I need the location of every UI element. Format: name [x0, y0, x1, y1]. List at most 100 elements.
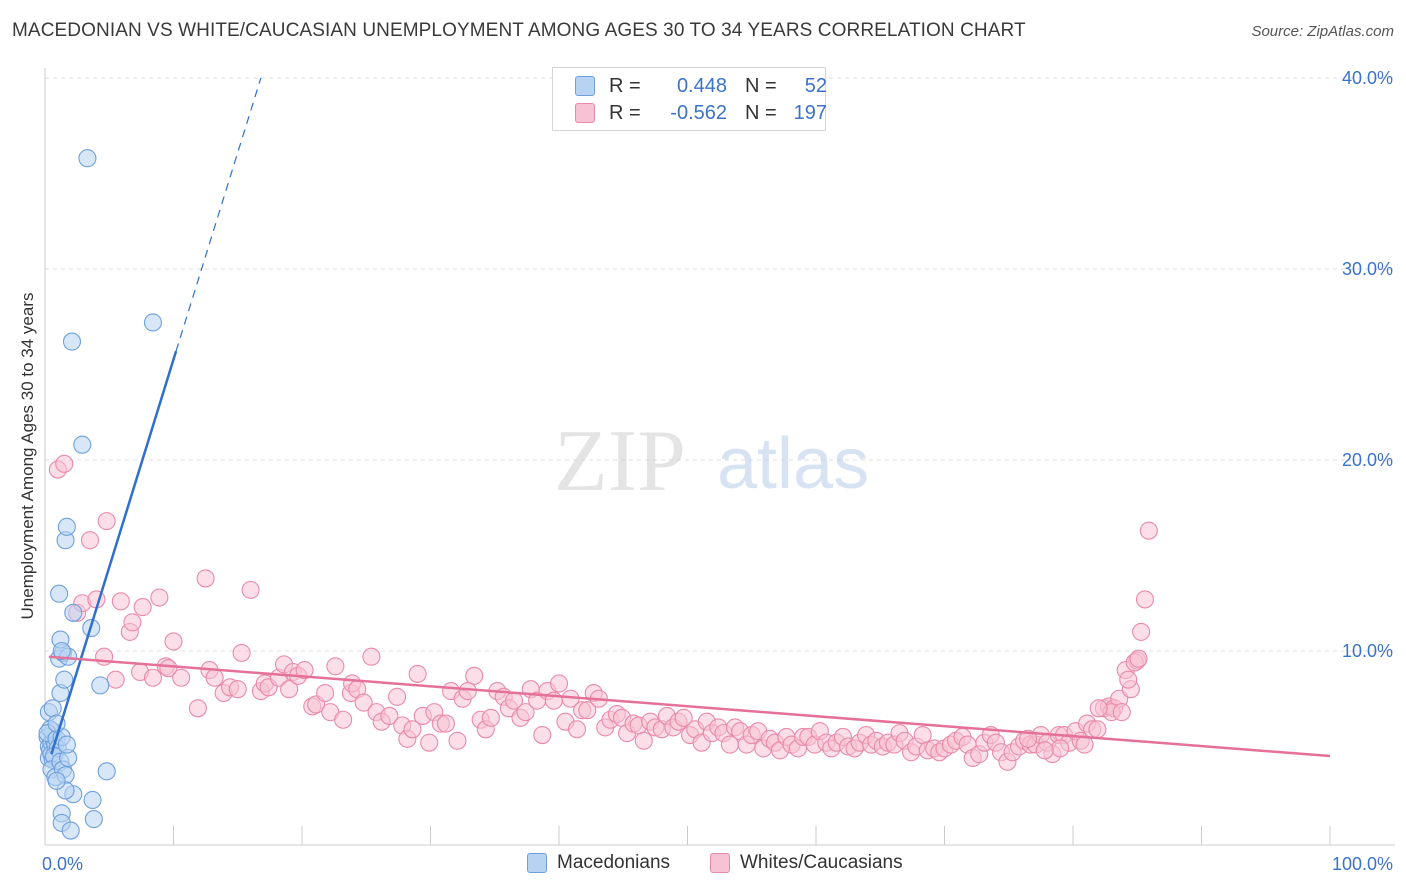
white-caucasian-point	[408, 664, 427, 683]
legend-n-label: N =	[745, 101, 777, 124]
series-legend-whites[interactable]: Whites/Caucasians	[710, 852, 903, 874]
series-legend-label-whites: Whites/Caucasians	[740, 852, 903, 873]
white-caucasian-point	[674, 708, 693, 727]
legend-r-value-whites: -0.562	[670, 101, 727, 124]
legend-r-label: R =	[609, 101, 641, 124]
series-legend-swatch-macedonians	[527, 853, 547, 873]
white-caucasian-point	[123, 613, 142, 632]
macedonian-point	[52, 641, 71, 661]
macedonian-point	[84, 810, 103, 829]
macedonian-point	[50, 584, 69, 603]
watermark: ZIP atlas	[554, 413, 869, 510]
white-caucasian-point	[549, 674, 569, 693]
macedonians-trend-line	[50, 350, 178, 755]
trend-lines	[48, 77, 1331, 758]
source-label: Source: ZipAtlas.com	[1251, 23, 1394, 40]
white-caucasian-point	[1135, 590, 1155, 609]
white-caucasian-point	[436, 714, 455, 733]
white-caucasian-point	[164, 632, 183, 651]
white-caucasian-point	[465, 666, 484, 685]
white-caucasian-point	[205, 668, 224, 687]
macedonian-point	[57, 735, 76, 754]
tick-labels: 10.0% 20.0% 30.0% 40.0% 0.0% 100.0%	[42, 68, 1393, 874]
macedonians-trend-extension	[175, 77, 262, 352]
white-caucasian-point	[1132, 622, 1151, 641]
legend-n-value-macedonians: 52	[804, 74, 827, 97]
white-caucasian-point	[228, 680, 247, 699]
white-caucasian-point	[150, 588, 169, 607]
white-caucasian-point	[80, 531, 100, 550]
white-caucasian-point	[533, 725, 552, 745]
legend-n-label: N =	[745, 74, 777, 97]
white-caucasian-point	[913, 725, 932, 745]
white-caucasian-point	[448, 731, 467, 750]
white-caucasian-point	[1119, 670, 1138, 689]
white-caucasian-point	[133, 598, 152, 617]
white-caucasian-point	[97, 512, 116, 531]
white-caucasian-point	[458, 682, 477, 701]
series-legend-label-macedonians: Macedonians	[557, 852, 671, 873]
macedonian-point	[73, 435, 92, 454]
white-caucasian-point	[1088, 720, 1107, 739]
grid-lines	[45, 77, 1395, 652]
white-caucasian-point	[106, 670, 125, 689]
white-caucasian-point	[1051, 739, 1070, 758]
legend-swatch-macedonians	[575, 76, 595, 96]
x-tick-label-max: 100.0%	[1332, 854, 1393, 874]
white-caucasian-point	[1035, 741, 1054, 760]
series-legend: Macedonians Whites/Caucasians	[0, 852, 1406, 878]
white-caucasian-point	[55, 454, 74, 473]
legend-n-value-whites: 197	[793, 101, 827, 124]
white-caucasian-point	[634, 731, 653, 750]
watermark-zip: ZIP	[554, 413, 686, 510]
white-caucasian-point	[516, 703, 535, 722]
white-caucasian-point	[388, 687, 407, 706]
white-caucasian-point	[578, 701, 597, 720]
white-caucasian-point	[1018, 729, 1038, 748]
white-caucasian-point	[420, 733, 439, 752]
macedonian-point	[91, 676, 110, 695]
macedonian-point	[55, 670, 74, 689]
legend-swatch-whites	[575, 103, 595, 123]
y-tick-label: 10.0%	[1342, 641, 1393, 661]
white-caucasian-point	[143, 668, 162, 687]
macedonian-point	[62, 332, 82, 351]
macedonian-point	[57, 517, 76, 536]
white-caucasian-point	[1129, 649, 1148, 668]
watermark-atlas: atlas	[717, 424, 869, 504]
white-caucasian-point	[567, 720, 587, 739]
white-caucasian-point	[196, 569, 215, 588]
white-caucasian-point	[172, 668, 191, 687]
series-legend-swatch-whites	[710, 853, 730, 873]
white-caucasian-point	[380, 706, 399, 725]
white-caucasian-point	[241, 580, 260, 599]
whites-caucasians-points	[48, 454, 1158, 771]
white-caucasian-point	[295, 661, 314, 680]
macedonian-point	[64, 603, 83, 622]
legend-r-value-macedonians: 0.448	[676, 74, 727, 97]
y-axis-label: Unemployment Among Ages 30 to 34 years	[18, 293, 37, 620]
x-tick-label-min: 0.0%	[42, 854, 83, 874]
macedonian-point	[97, 762, 116, 781]
macedonian-point	[143, 313, 162, 332]
white-caucasian-point	[326, 657, 345, 676]
white-caucasian-point	[362, 647, 381, 666]
white-caucasian-point	[354, 693, 373, 712]
series-legend-macedonians[interactable]: Macedonians	[527, 852, 670, 874]
white-caucasian-point	[481, 708, 500, 727]
correlation-legend: R = 0.448 N = 52 R = -0.562 N = 197	[552, 67, 827, 131]
whites-trend-line	[48, 655, 1331, 758]
white-caucasian-point	[334, 710, 353, 729]
macedonian-point	[78, 149, 97, 168]
white-caucasian-point	[159, 659, 178, 678]
macedonian-point	[61, 821, 80, 840]
macedonian-point	[83, 790, 102, 810]
legend-r-label: R =	[609, 74, 641, 97]
white-caucasian-point	[111, 592, 130, 611]
y-tick-label: 20.0%	[1342, 450, 1393, 470]
macedonian-point	[43, 699, 62, 718]
y-tick-label: 40.0%	[1342, 68, 1393, 88]
white-caucasian-point	[1089, 699, 1108, 718]
white-caucasian-point	[403, 720, 422, 739]
